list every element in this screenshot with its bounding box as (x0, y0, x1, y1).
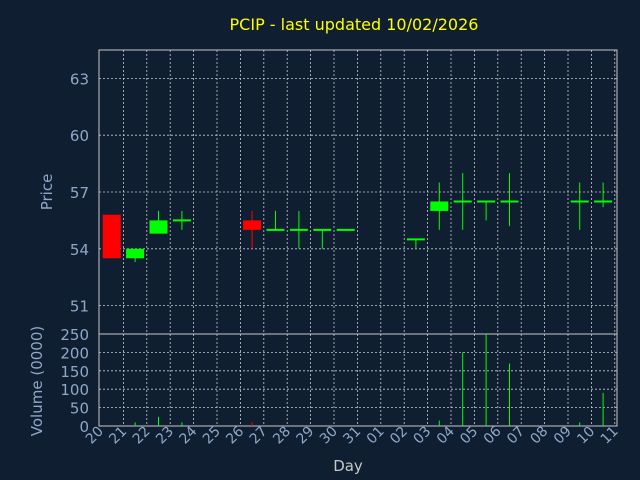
volume-axis-label: Volume (0000) (28, 326, 46, 436)
price-panel: 51 54 57 60 63 Price (38, 49, 618, 335)
candle-body (126, 248, 145, 259)
volume-tick-label: 100 (60, 381, 89, 399)
candles (102, 173, 613, 263)
candle-body (102, 214, 121, 259)
volume-tick-label: 150 (60, 363, 89, 381)
volume-plot-frame (98, 333, 618, 427)
price-tick-label: 63 (70, 70, 89, 88)
candle-body (430, 201, 449, 211)
volume-tick-label: 250 (60, 326, 89, 344)
chart-title: PCIP - last updated 10/02/2026 (230, 15, 479, 34)
price-grid (99, 50, 617, 334)
volume-tick-label: 50 (70, 400, 89, 418)
price-tick-labels: 51 54 57 60 63 (70, 70, 89, 315)
price-tick-label: 54 (70, 241, 89, 259)
candle-body (243, 220, 262, 230)
price-tick-label: 57 (70, 184, 89, 202)
price-tick-label: 51 (70, 298, 89, 316)
volume-tick-label: 200 (60, 344, 89, 362)
volume-grid (99, 334, 617, 426)
price-axis-label: Price (38, 174, 56, 211)
candle-body (149, 220, 168, 234)
x-tick-labels: 20 21 22 23 24 25 26 27 28 29 30 31 01 02 03 04 05 06 07 08… (83, 423, 622, 447)
volume-bars (134, 334, 604, 426)
volume-tick-label: 0 (79, 418, 89, 436)
price-tick-label: 60 (70, 127, 89, 145)
x-axis-label: Day (333, 457, 363, 475)
